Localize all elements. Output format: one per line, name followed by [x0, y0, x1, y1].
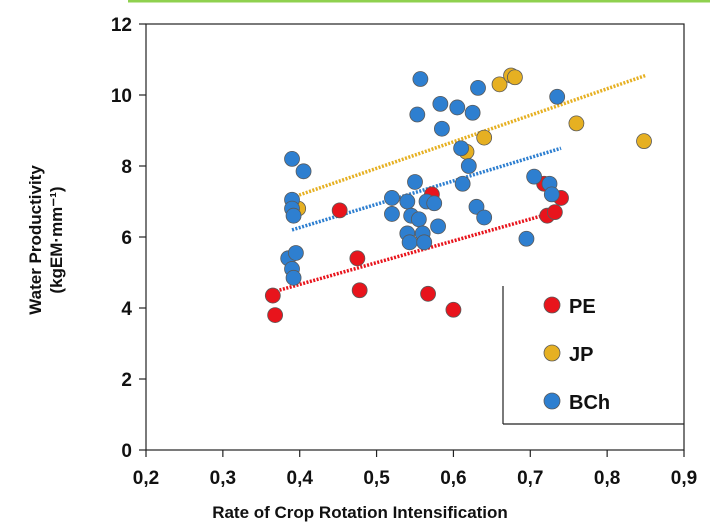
data-point-bch — [476, 209, 493, 226]
data-point-bch — [433, 120, 450, 137]
data-point-bch — [287, 245, 304, 261]
legend-marker-jp — [543, 344, 561, 362]
data-point-pe — [351, 282, 368, 299]
data-point-pe — [546, 204, 563, 221]
data-point-bch — [526, 168, 543, 185]
data-point-bch — [549, 88, 566, 105]
x-tick-label: 0,6 — [440, 468, 466, 489]
data-point-bch — [384, 206, 400, 222]
data-point-bch — [426, 195, 443, 212]
data-point-bch — [460, 158, 477, 174]
data-point-bch — [432, 95, 449, 112]
tick-layer: 0,2 0,3 0,4 0,5 0,6 0,7 0,8 0,9 0 2 4 6 8 10 12 — [111, 15, 697, 489]
y-tick-label: 12 — [111, 15, 132, 36]
y-tick-label: 0 — [121, 441, 132, 462]
y-tick-label: 8 — [121, 157, 132, 178]
x-tick-label: 0,3 — [210, 468, 236, 489]
data-point-bch — [407, 174, 423, 190]
data-point-bch — [468, 198, 485, 215]
trend-line-jp — [295, 73, 647, 198]
x-tick-label: 0,2 — [133, 468, 159, 489]
data-point-layer — [264, 67, 652, 324]
legend-label-jp: JP — [569, 344, 593, 366]
data-point-bch — [284, 150, 300, 167]
data-point-bch — [399, 193, 416, 210]
data-point-jp — [476, 129, 493, 146]
data-point-bch — [384, 190, 400, 206]
y-tick-label: 6 — [121, 228, 132, 249]
legend: PE JP BCh — [502, 286, 684, 425]
data-point-bch — [416, 234, 433, 251]
data-point-jp — [507, 69, 523, 86]
x-tick-label: 0,4 — [287, 468, 314, 489]
data-point-bch — [295, 163, 312, 180]
y-tick-label: 2 — [121, 370, 132, 391]
x-tick-label: 0,7 — [517, 468, 543, 489]
data-point-bch — [401, 234, 418, 251]
y-axis-title-line1: Water Productivity — [26, 165, 45, 315]
data-point-bch — [449, 99, 466, 116]
data-point-bch — [543, 186, 560, 203]
data-point-bch — [453, 140, 470, 157]
data-point-pe — [267, 307, 284, 324]
data-point-bch — [409, 106, 426, 123]
data-point-bch — [285, 269, 302, 286]
legend-items: PE JP BCh — [543, 296, 610, 414]
data-point-bch — [430, 218, 446, 235]
data-point-bch — [285, 207, 302, 224]
data-point-bch — [410, 211, 427, 228]
data-point-pe — [349, 250, 366, 267]
data-point-bch — [464, 104, 481, 121]
data-point-pe — [331, 202, 348, 219]
legend-label-pe: PE — [569, 296, 596, 318]
x-tick-label: 0,8 — [594, 468, 620, 489]
y-tick-label: 4 — [121, 299, 132, 320]
legend-label-bch: BCh — [569, 392, 610, 414]
data-point-pe — [445, 301, 462, 318]
data-point-jp — [636, 133, 652, 150]
data-point-jp — [491, 76, 508, 93]
legend-marker-bch — [543, 392, 561, 410]
data-point-pe — [264, 287, 281, 304]
data-point-jp — [568, 115, 585, 132]
x-tick-label: 0,5 — [363, 468, 390, 489]
y-axis-title-line2: (kgEM·mm⁻¹) — [47, 186, 66, 293]
data-point-bch — [412, 71, 429, 87]
trend-line-pe — [272, 208, 562, 294]
data-point-pe — [420, 285, 436, 302]
data-point-bch — [518, 230, 535, 247]
data-point-bch — [470, 80, 486, 96]
x-tick-label: 0,9 — [671, 468, 697, 489]
x-axis-title: Rate of Crop Rotation Intensification — [212, 503, 508, 522]
y-tick-label: 10 — [111, 86, 132, 107]
data-point-bch — [454, 175, 471, 192]
legend-marker-pe — [543, 296, 561, 314]
